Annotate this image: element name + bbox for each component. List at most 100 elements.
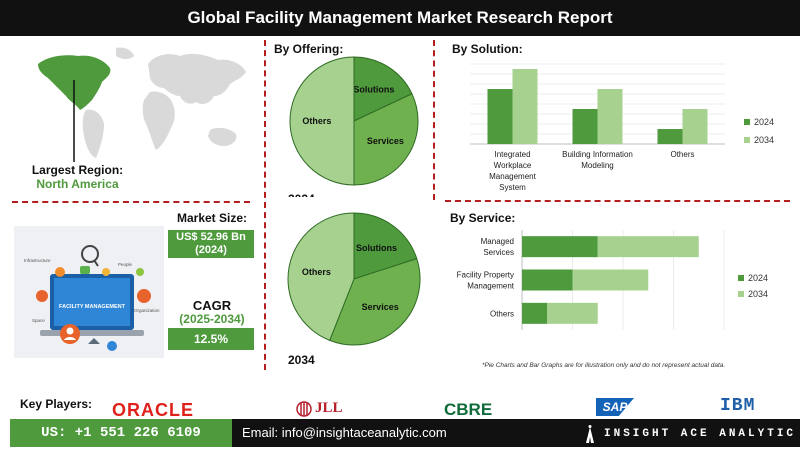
chat-icon (80, 266, 90, 274)
largest-region-label: Largest Region: (31, 163, 124, 177)
solution-category-label: Integrated (494, 150, 530, 159)
brand-logo-icon (586, 425, 594, 443)
oracle-logo-text: ORACLE (112, 400, 194, 420)
jll-logo-text: JLL (315, 400, 343, 416)
settings-icon (36, 290, 48, 302)
map-south-america (82, 109, 104, 158)
page-title: Global Facility Management Market Resear… (0, 0, 800, 36)
pie-year-label: 2024 (288, 192, 315, 197)
cagr-value: 12.5% (193, 331, 229, 346)
pie-label-others: Others (302, 267, 331, 277)
solution-bar-integrated-workplace-management-system-2034 (512, 69, 538, 144)
largest-region-name: North America (36, 177, 119, 191)
solution-category-label: Management (489, 172, 536, 181)
footer-brand: INSIGHT ACE ANALYTIC (584, 425, 796, 443)
cbre-logo-text: CBRE (444, 400, 493, 419)
house-icon (88, 338, 100, 344)
pie-slice-others (289, 56, 355, 186)
solution-bar-others-2034 (682, 109, 708, 144)
service-legend-label-2034: 2034 (748, 289, 768, 299)
pie-year-label: 2034 (288, 353, 315, 367)
service-legend-label-2024: 2024 (748, 273, 768, 283)
solution-bar-integrated-workplace-management-system-2024 (487, 89, 513, 144)
service-category-label: Management (467, 282, 514, 291)
pie-label-solutions: Solutions (353, 85, 394, 95)
solution-bar-chart: Integrated Workplace Management System Build… (470, 63, 774, 192)
gear-icon (55, 267, 65, 277)
service-bar-facility-property-management-2024 (522, 269, 573, 291)
footer-phone[interactable]: US: +1 551 226 6109 (10, 419, 232, 447)
service-bar-facility-property-management-2034 (572, 269, 649, 291)
solution-title: By Solution: (452, 42, 523, 56)
map-africa (142, 91, 175, 150)
solution-bar-building-information-modeling-2034 (597, 89, 623, 144)
facility-illustration: FACILITY MANAGEMENT Infrastructure Space… (14, 226, 164, 358)
magnifier-icon (81, 245, 99, 263)
service-bar-managed-services-2024 (522, 236, 598, 258)
pie-slice-services (353, 93, 419, 186)
pie-slice-services (329, 257, 421, 346)
cbre-logo: CBRE (444, 400, 492, 420)
jll-logo: JLL (296, 400, 343, 417)
solution-bar-building-information-modeling-2024 (572, 109, 598, 144)
service-bar-others-2024 (522, 302, 548, 324)
map-greenland (116, 47, 134, 59)
market-size-label: Market Size: (176, 211, 248, 225)
market-size-box: US$ 52.96 Bn (2024) (168, 230, 254, 258)
service-title: By Service: (450, 211, 516, 225)
pie-slice-solutions (353, 56, 413, 122)
service-category-label: Managed (481, 237, 514, 246)
market-size-value: US$ 52.96 Bn (176, 231, 246, 243)
chart-icon (107, 341, 117, 351)
illustration-label-people: People (118, 262, 133, 267)
pie-chart-2024: Solutions Services Others 2024 (288, 56, 419, 197)
illustration-label-organization: Organization (134, 308, 160, 313)
divider-left-horizontal (12, 201, 250, 203)
cagr-years: (2025-2034) (179, 312, 245, 326)
screen-text: FACILITY MANAGEMENT (59, 304, 126, 310)
footnote: *Pie Charts and Bar Graphs are for illus… (482, 362, 726, 369)
solution-category-label: Modeling (581, 161, 613, 170)
service-bar-managed-services-2034 (597, 236, 699, 258)
pie-slice-solutions (353, 212, 418, 280)
footer-bar: Email: info@insightaceanalytic.com INSIG… (232, 419, 800, 447)
solution-category-label: Workplace (494, 161, 532, 170)
pie-label-solutions: Solutions (356, 243, 397, 253)
pie-label-services: Services (362, 302, 399, 312)
footer-brand-text: INSIGHT ACE ANALYTIC (604, 428, 797, 440)
illustration-label-infrastructure: Infrastructure (24, 258, 51, 263)
solution-category-label: Building Information (562, 150, 633, 159)
solution-legend-swatch-2034 (744, 137, 750, 143)
solution-category-label: Others (670, 150, 694, 159)
divider-right (433, 40, 435, 200)
ibm-logo-text: IBM (720, 396, 756, 416)
service-legend-swatch-2034 (738, 291, 744, 297)
solution-category-label: System (499, 183, 526, 192)
map-australia (208, 127, 237, 146)
pie-chart-2034: Solutions Services Others 2034 (287, 212, 421, 367)
service-category-label: Others (490, 309, 514, 318)
key-players-label: Key Players: (20, 397, 93, 411)
sap-logo-text: SAP (602, 400, 628, 414)
solution-legend-swatch-2024 (744, 119, 750, 125)
solution-legend-label-2024: 2024 (754, 117, 774, 127)
divider-left (264, 40, 266, 370)
cagr-label: CAGR (192, 298, 232, 313)
ibm-logo: IBM (720, 396, 756, 416)
footer-email[interactable]: Email: info@insightaceanalytic.com (242, 425, 447, 440)
cagr-value-box: 12.5% (168, 328, 254, 350)
service-bar-chart: Managed Services Facility Property Manageme… (457, 230, 768, 330)
laptop-base (40, 330, 144, 336)
solution-bar-others-2024 (657, 129, 683, 144)
map-eurasia (148, 53, 246, 104)
service-category-label: Services (483, 248, 514, 257)
jll-mark-icon (296, 400, 312, 417)
service-category-label: Facility Property (457, 271, 514, 280)
solution-legend-label-2034: 2034 (754, 135, 774, 145)
people-icon (136, 268, 144, 276)
service-bar-others-2034 (547, 302, 598, 324)
oracle-logo: ORACLE (112, 400, 194, 421)
location-icon (137, 289, 151, 303)
market-size-year: (2024) (195, 244, 227, 256)
sap-logo: SAP (596, 398, 634, 416)
